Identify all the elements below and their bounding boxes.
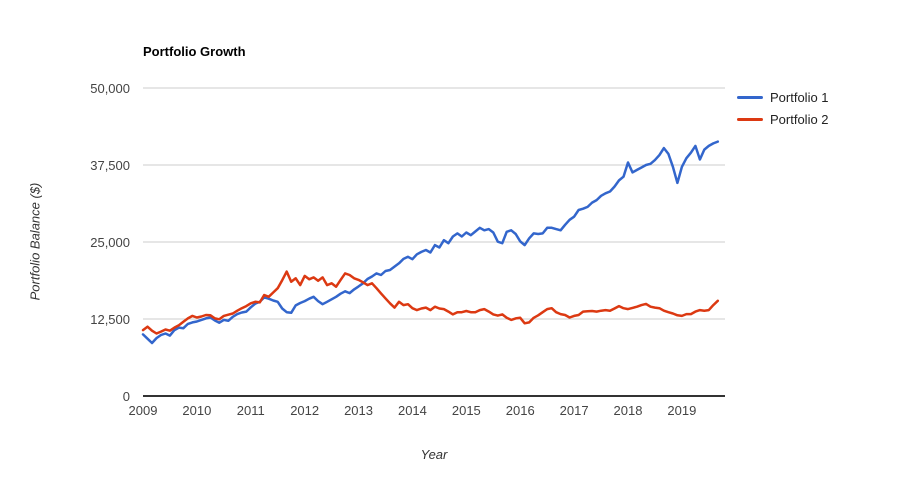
x-tick-label: 2019 <box>667 403 697 418</box>
x-tick-label: 2018 <box>613 403 643 418</box>
legend-item-portfolio-1[interactable]: Portfolio 1 <box>737 86 829 108</box>
x-axis-title: Year <box>420 447 448 462</box>
y-tick-label: 37,500 <box>90 158 130 173</box>
x-tick-label: 2014 <box>397 403 427 418</box>
x-tick-label: 2015 <box>451 403 481 418</box>
y-tick-label: 12,500 <box>90 312 130 327</box>
y-tick-label: 50,000 <box>90 81 130 96</box>
x-tick-label: 2011 <box>236 403 265 418</box>
legend-line-swatch <box>737 95 763 99</box>
chart-title: Portfolio Growth <box>143 44 246 59</box>
legend: Portfolio 1 Portfolio 2 <box>737 86 829 130</box>
x-tick-label: 2013 <box>344 403 373 418</box>
portfolio-2-line <box>141 270 720 335</box>
y-axis-title: Portfolio Balance ($) <box>27 182 43 301</box>
y-tick-label: 25,000 <box>90 235 130 250</box>
legend-label: Portfolio 2 <box>770 111 829 127</box>
x-tick-label: 2009 <box>128 403 158 418</box>
legend-item-portfolio-2[interactable]: Portfolio 2 <box>737 108 829 130</box>
legend-label: Portfolio 1 <box>770 89 829 105</box>
legend-line-swatch <box>737 117 763 121</box>
portfolio-1-line <box>141 140 720 345</box>
y-tick-label: 0 <box>122 389 130 404</box>
x-tick-label: 2016 <box>505 403 535 418</box>
x-tick-label: 2017 <box>559 403 589 418</box>
x-tick-label: 2010 <box>182 403 212 418</box>
x-tick-label: 2012 <box>290 403 320 418</box>
